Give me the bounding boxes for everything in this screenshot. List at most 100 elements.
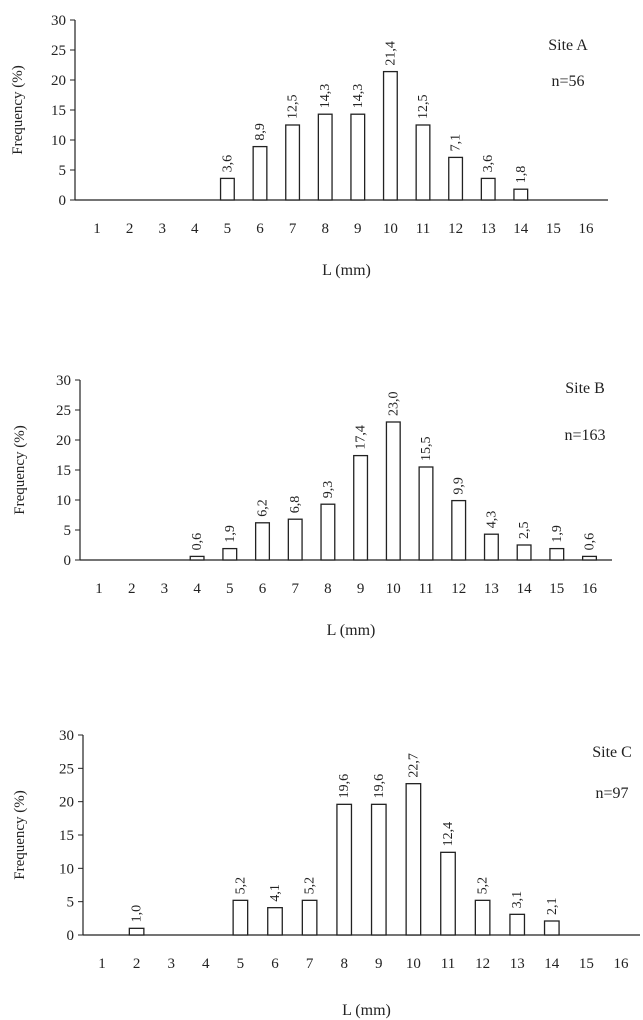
data-label: 14,3: [351, 84, 366, 109]
x-tick-label: 1: [95, 581, 103, 597]
bar: [370, 803, 387, 936]
bar: [513, 188, 529, 201]
x-tick-label: 13: [510, 956, 525, 972]
x-tick-label: 9: [357, 581, 365, 597]
x-tick-label: 11: [416, 221, 430, 237]
y-tick-label: 0: [67, 928, 75, 944]
x-tick-label: 16: [582, 581, 598, 597]
bar: [285, 124, 301, 201]
y-tick-label: 5: [59, 163, 67, 179]
bar: [581, 555, 598, 561]
x-tick-label: 4: [202, 956, 210, 972]
y-tick-label: 15: [51, 103, 66, 119]
x-tick-label: 1: [98, 956, 106, 972]
y-axis-label: Frequency (%): [12, 790, 28, 880]
y-tick-label: 15: [59, 828, 74, 844]
x-tick-label: 8: [324, 581, 332, 597]
sample-size: n=163: [564, 427, 605, 444]
data-label: 23,0: [386, 392, 401, 417]
x-tick-label: 12: [475, 956, 490, 972]
x-tick-label: 7: [291, 581, 299, 597]
sample-size: n=97: [595, 785, 628, 802]
bar: [516, 544, 532, 561]
x-tick-label: 5: [224, 221, 232, 237]
bar: [301, 899, 318, 936]
data-label: 21,4: [383, 41, 398, 66]
bar: [287, 518, 303, 561]
x-tick-label: 4: [191, 221, 199, 237]
data-label: 1,0: [130, 905, 145, 923]
x-tick-label: 14: [544, 956, 560, 972]
x-tick-label: 1: [93, 221, 101, 237]
x-tick-label: 8: [340, 956, 348, 972]
bar: [480, 177, 496, 201]
x-tick-label: 2: [126, 221, 134, 237]
y-tick-label: 25: [51, 43, 66, 59]
y-tick-label: 0: [59, 193, 67, 209]
data-label: 22,7: [406, 753, 421, 778]
data-label: 19,6: [337, 774, 352, 799]
x-tick-label: 6: [259, 581, 267, 597]
bar: [222, 547, 238, 561]
bar: [418, 466, 434, 561]
bar: [451, 499, 467, 561]
data-label: 7,1: [449, 134, 464, 152]
data-label: 1,9: [550, 525, 565, 543]
x-tick-label: 11: [441, 956, 455, 972]
data-label: 9,3: [321, 481, 336, 499]
x-tick-label: 14: [517, 581, 533, 597]
y-tick-label: 10: [56, 493, 71, 509]
y-tick-label: 5: [67, 895, 75, 911]
y-tick-label: 20: [59, 795, 74, 811]
data-label: 19,6: [372, 774, 387, 799]
x-tick-label: 9: [354, 221, 362, 237]
x-tick-label: 3: [167, 956, 175, 972]
data-label: 2,5: [517, 522, 532, 540]
x-tick-label: 6: [271, 956, 279, 972]
site-title: Site A: [548, 37, 588, 54]
x-tick-label: 3: [161, 581, 169, 597]
data-label: 4,3: [484, 511, 499, 529]
x-tick-label: 5: [237, 956, 245, 972]
bar: [353, 454, 369, 561]
x-tick-label: 12: [448, 221, 463, 237]
data-label: 14,3: [318, 84, 333, 109]
x-tick-label: 3: [158, 221, 166, 237]
bar: [549, 547, 565, 561]
x-axis-label: L (mm): [322, 262, 371, 279]
bar: [320, 503, 336, 561]
data-label: 6,8: [288, 496, 303, 514]
x-tick-label: 16: [614, 956, 630, 972]
bar: [252, 145, 268, 201]
data-label: 8,9: [253, 123, 268, 141]
x-tick-label: 11: [419, 581, 433, 597]
x-tick-label: 6: [256, 221, 264, 237]
x-tick-label: 13: [481, 221, 496, 237]
y-tick-label: 0: [64, 553, 72, 569]
x-tick-label: 8: [321, 221, 329, 237]
data-label: 5,2: [476, 877, 491, 895]
x-tick-label: 7: [306, 956, 314, 972]
bar: [267, 907, 283, 936]
x-tick-label: 15: [579, 956, 594, 972]
x-tick-label: 10: [406, 956, 421, 972]
data-label: 1,9: [223, 525, 238, 543]
x-axis-label: L (mm): [342, 1002, 391, 1019]
x-tick-label: 7: [289, 221, 297, 237]
bar: [474, 899, 491, 936]
bar: [317, 113, 333, 201]
y-axis-label: Frequency (%): [12, 425, 28, 515]
data-label: 1,8: [514, 166, 529, 184]
bar: [382, 70, 398, 201]
x-tick-label: 10: [383, 221, 398, 237]
bar: [509, 913, 526, 936]
bar: [350, 113, 366, 201]
data-label: 2,1: [545, 898, 560, 916]
bar: [448, 156, 464, 201]
x-tick-label: 15: [549, 581, 564, 597]
x-axis-label: L (mm): [327, 622, 376, 639]
x-tick-label: 4: [193, 581, 201, 597]
